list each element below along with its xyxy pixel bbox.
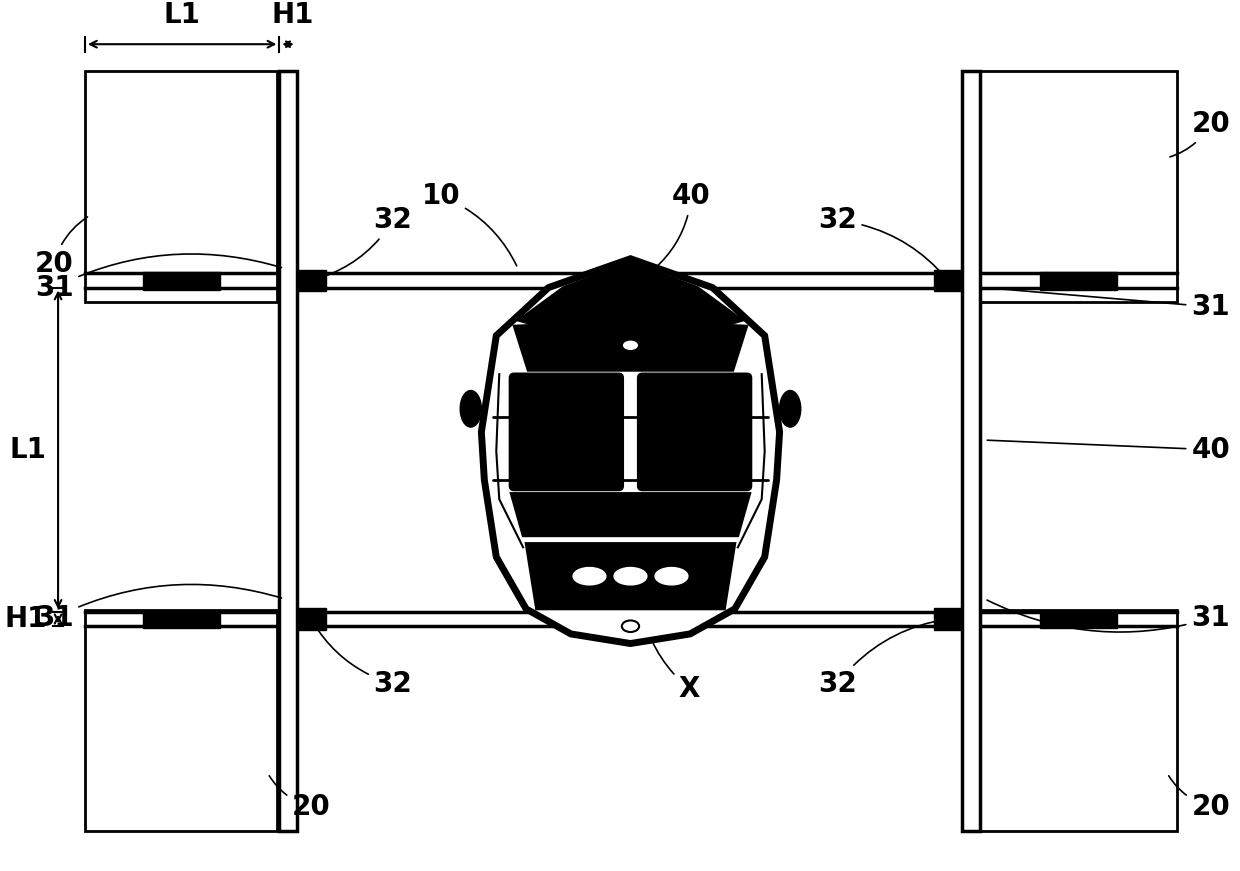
Text: L1: L1 bbox=[164, 1, 201, 29]
Ellipse shape bbox=[460, 390, 481, 427]
Bar bbox=[1040, 611, 1117, 628]
Bar bbox=[143, 611, 219, 628]
Text: X: X bbox=[640, 600, 699, 703]
Text: 20: 20 bbox=[1169, 776, 1230, 821]
Text: 40: 40 bbox=[987, 436, 1230, 463]
Text: 31: 31 bbox=[35, 584, 281, 632]
Polygon shape bbox=[515, 321, 746, 370]
Text: 20: 20 bbox=[269, 776, 331, 821]
Text: 32: 32 bbox=[312, 621, 413, 698]
FancyBboxPatch shape bbox=[637, 373, 751, 490]
Bar bbox=[980, 610, 1177, 831]
Ellipse shape bbox=[621, 340, 639, 351]
Text: 31: 31 bbox=[35, 254, 281, 301]
Text: 20: 20 bbox=[35, 217, 88, 278]
Ellipse shape bbox=[655, 568, 688, 584]
Text: 32: 32 bbox=[818, 619, 945, 698]
Bar bbox=[1040, 273, 1117, 289]
Bar bbox=[296, 609, 326, 630]
Bar bbox=[962, 71, 980, 831]
Ellipse shape bbox=[614, 568, 647, 584]
Ellipse shape bbox=[780, 390, 801, 427]
Ellipse shape bbox=[621, 614, 640, 627]
Text: 32: 32 bbox=[314, 206, 413, 280]
Text: H1: H1 bbox=[4, 605, 47, 633]
Text: 32: 32 bbox=[818, 206, 946, 278]
Bar bbox=[934, 270, 962, 291]
Ellipse shape bbox=[621, 620, 639, 632]
Bar bbox=[86, 71, 278, 302]
Bar bbox=[934, 609, 962, 630]
Bar bbox=[296, 270, 326, 291]
Text: 31: 31 bbox=[987, 600, 1230, 632]
Ellipse shape bbox=[573, 568, 606, 584]
Text: 10: 10 bbox=[422, 182, 517, 266]
Text: 20: 20 bbox=[1169, 110, 1230, 157]
Text: 40: 40 bbox=[655, 182, 711, 268]
Polygon shape bbox=[518, 262, 743, 325]
FancyBboxPatch shape bbox=[510, 373, 624, 490]
Text: 31: 31 bbox=[987, 287, 1230, 321]
Polygon shape bbox=[511, 494, 750, 536]
Bar bbox=[86, 610, 278, 831]
Bar bbox=[980, 71, 1177, 302]
Text: L1: L1 bbox=[10, 436, 47, 463]
Bar bbox=[279, 71, 296, 831]
Text: H1: H1 bbox=[272, 1, 314, 29]
Bar bbox=[143, 273, 219, 289]
Polygon shape bbox=[526, 544, 735, 609]
Polygon shape bbox=[481, 259, 780, 644]
